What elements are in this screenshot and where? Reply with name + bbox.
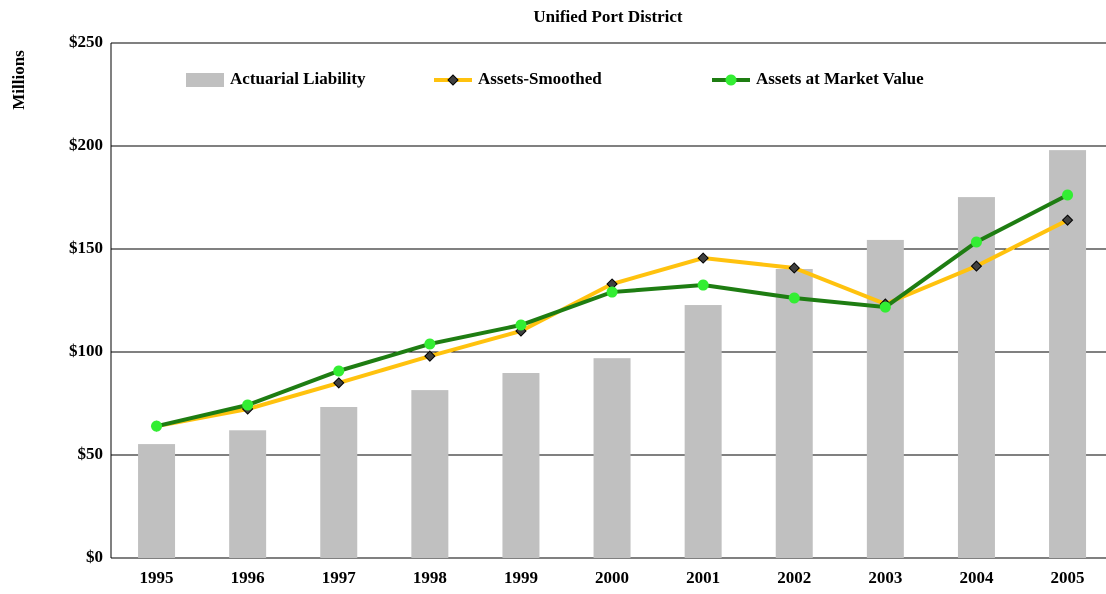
marker (424, 350, 436, 362)
marker (970, 260, 983, 272)
legend-label: Assets-Smoothed (478, 69, 602, 88)
marker (697, 279, 709, 291)
x-tick-label: 1996 (231, 568, 265, 587)
y-tick-label: $50 (78, 444, 104, 463)
marker (606, 286, 618, 298)
bar (411, 390, 449, 558)
marker (333, 377, 345, 389)
marker (424, 338, 436, 350)
bar (138, 444, 176, 558)
marker (515, 319, 527, 331)
bar (320, 407, 358, 558)
marker (1062, 189, 1074, 201)
bar (1049, 150, 1087, 558)
marker (879, 301, 891, 313)
bar (866, 239, 904, 558)
bar (593, 358, 631, 558)
x-tick-label: 2005 (1051, 568, 1085, 587)
y-tick-label: $100 (69, 341, 103, 360)
legend-label: Actuarial Liability (230, 69, 366, 88)
y-axis-label: Millions (9, 50, 28, 110)
marker (333, 365, 345, 377)
marker (788, 292, 800, 304)
legend-marker (725, 74, 737, 86)
x-tick-label: 2004 (959, 568, 994, 587)
x-tick-label: 2001 (686, 568, 720, 587)
marker (1061, 214, 1074, 226)
marker (788, 262, 800, 274)
y-tick-label: $150 (69, 238, 103, 257)
legend-label: Assets at Market Value (756, 69, 924, 88)
x-tick-label: 1999 (504, 568, 538, 587)
chart-title: Unified Port District (533, 7, 683, 26)
y-tick-label: $250 (69, 32, 103, 51)
x-tick-label: 2000 (595, 568, 629, 587)
legend-marker (447, 74, 459, 86)
marker (970, 236, 982, 248)
marker (697, 252, 709, 264)
x-tick-label: 2002 (777, 568, 811, 587)
bar (502, 373, 540, 558)
y-tick-label: $200 (69, 135, 103, 154)
legend-swatch (186, 73, 224, 87)
marker (242, 399, 254, 411)
x-tick-label: 2003 (868, 568, 902, 587)
x-tick-label: 1998 (413, 568, 447, 587)
marker (151, 420, 163, 432)
bar (957, 197, 995, 558)
y-tick-label: $0 (86, 547, 103, 566)
bar (229, 430, 267, 558)
x-tick-label: 1997 (322, 568, 357, 587)
bar (775, 268, 813, 558)
bar (684, 305, 722, 558)
x-tick-label: 1995 (140, 568, 174, 587)
